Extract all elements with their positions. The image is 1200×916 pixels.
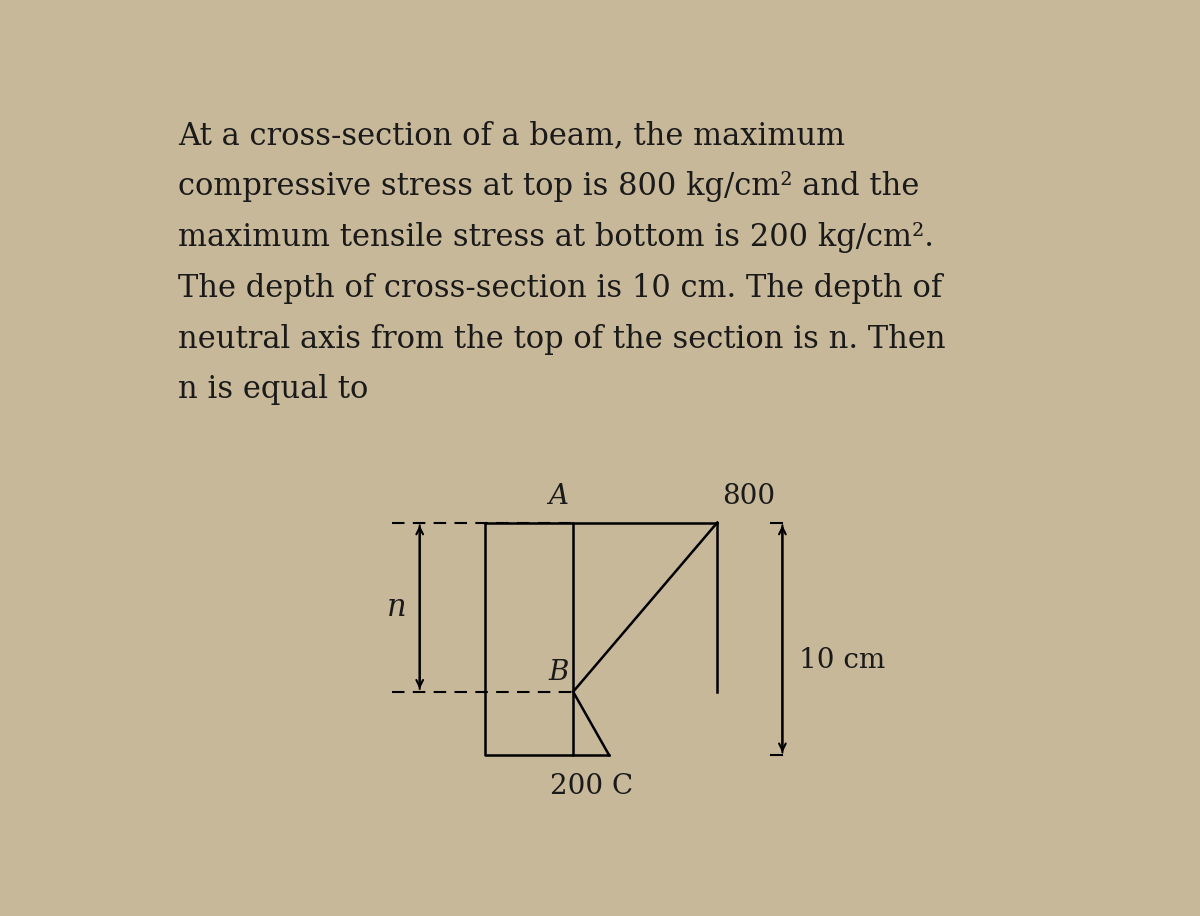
Text: 800: 800 [722, 483, 775, 510]
Text: A: A [548, 483, 569, 510]
Text: 10 cm: 10 cm [799, 647, 886, 673]
Text: The depth of cross-section is 10 cm. The depth of: The depth of cross-section is 10 cm. The… [178, 273, 942, 304]
Text: B: B [548, 660, 569, 686]
Text: neutral axis from the top of the section is n. Then: neutral axis from the top of the section… [178, 323, 946, 354]
Text: n: n [386, 592, 407, 623]
Text: 200 C: 200 C [550, 773, 632, 800]
Text: n is equal to: n is equal to [178, 375, 368, 406]
Text: At a cross-section of a beam, the maximum: At a cross-section of a beam, the maximu… [178, 121, 845, 151]
Text: compressive stress at top is 800 kg/cm² and the: compressive stress at top is 800 kg/cm² … [178, 171, 919, 202]
Text: maximum tensile stress at bottom is 200 kg/cm².: maximum tensile stress at bottom is 200 … [178, 222, 934, 253]
